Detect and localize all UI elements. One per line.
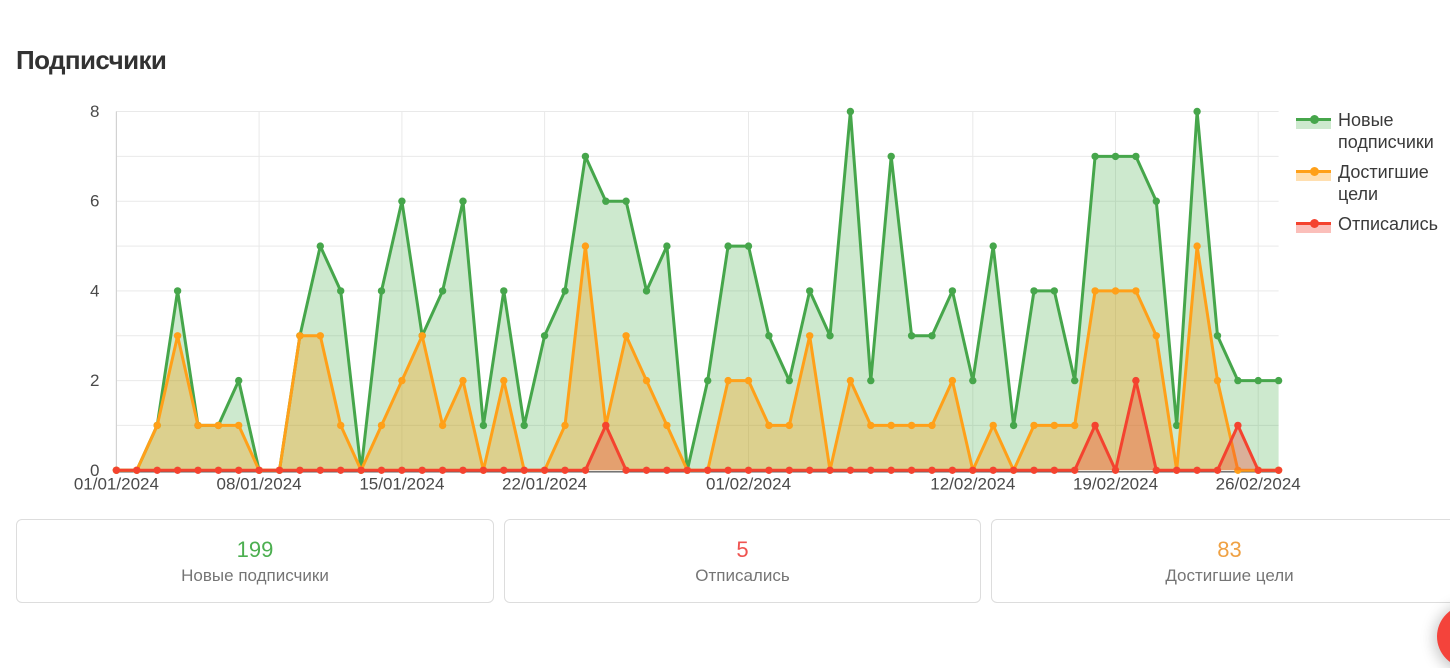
svg-text:08/01/2024: 08/01/2024	[217, 475, 302, 494]
svg-text:19/02/2024: 19/02/2024	[1073, 475, 1158, 494]
svg-text:0: 0	[90, 461, 99, 480]
svg-text:2: 2	[90, 371, 99, 390]
svg-text:15/01/2024: 15/01/2024	[359, 475, 444, 494]
svg-text:01/02/2024: 01/02/2024	[706, 475, 791, 494]
svg-text:8: 8	[90, 102, 99, 121]
svg-text:12/02/2024: 12/02/2024	[930, 475, 1015, 494]
svg-text:22/01/2024: 22/01/2024	[502, 475, 587, 494]
svg-text:6: 6	[90, 192, 99, 211]
svg-text:4: 4	[90, 281, 99, 300]
svg-text:01/01/2024: 01/01/2024	[74, 475, 159, 494]
svg-text:26/02/2024: 26/02/2024	[1216, 475, 1301, 494]
